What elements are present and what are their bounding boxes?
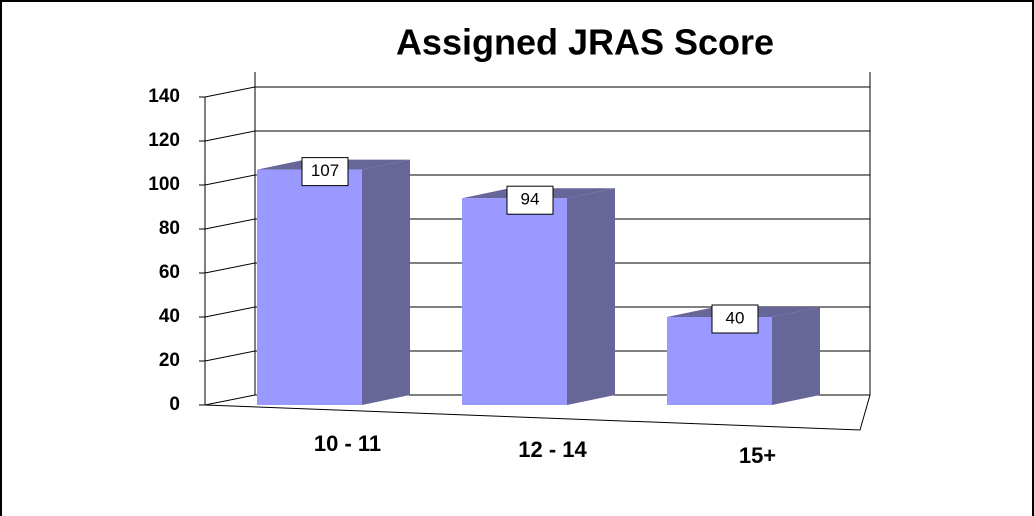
value-label-box bbox=[506, 185, 554, 215]
value-label: 107 bbox=[311, 161, 339, 180]
y-tick-label: 20 bbox=[159, 350, 180, 371]
y-tick-label: 80 bbox=[159, 218, 180, 239]
grid-line bbox=[204, 174, 870, 186]
grid-line bbox=[204, 262, 870, 274]
grid-line bbox=[204, 130, 870, 142]
y-tick-label: 40 bbox=[159, 306, 180, 327]
bar bbox=[257, 169, 362, 405]
y-tick-label: 120 bbox=[148, 130, 180, 151]
value-label: 94 bbox=[521, 190, 540, 209]
x-tick-label: 15+ bbox=[739, 443, 776, 468]
y-tick-label: 60 bbox=[159, 262, 180, 283]
value-label: 40 bbox=[726, 308, 745, 327]
grid-line bbox=[204, 394, 870, 406]
chart-title: Assigned JRAS Score bbox=[396, 22, 774, 63]
bar-side bbox=[772, 307, 820, 405]
grid-line bbox=[204, 86, 870, 98]
bar bbox=[462, 198, 567, 405]
bar-side bbox=[362, 159, 410, 405]
x-tick-label: 12 - 14 bbox=[518, 437, 587, 462]
y-tick-label: 140 bbox=[148, 86, 180, 107]
value-label-box bbox=[711, 304, 759, 334]
x-tick-label: 10 - 11 bbox=[314, 431, 381, 456]
value-label-box bbox=[301, 157, 349, 187]
y-tick-label: 0 bbox=[169, 394, 180, 415]
grid-line bbox=[204, 218, 870, 230]
floor bbox=[204, 394, 871, 431]
bar-side bbox=[567, 188, 615, 405]
grid-line bbox=[204, 306, 870, 318]
grid-line bbox=[204, 350, 870, 362]
y-tick-label: 100 bbox=[148, 174, 180, 195]
